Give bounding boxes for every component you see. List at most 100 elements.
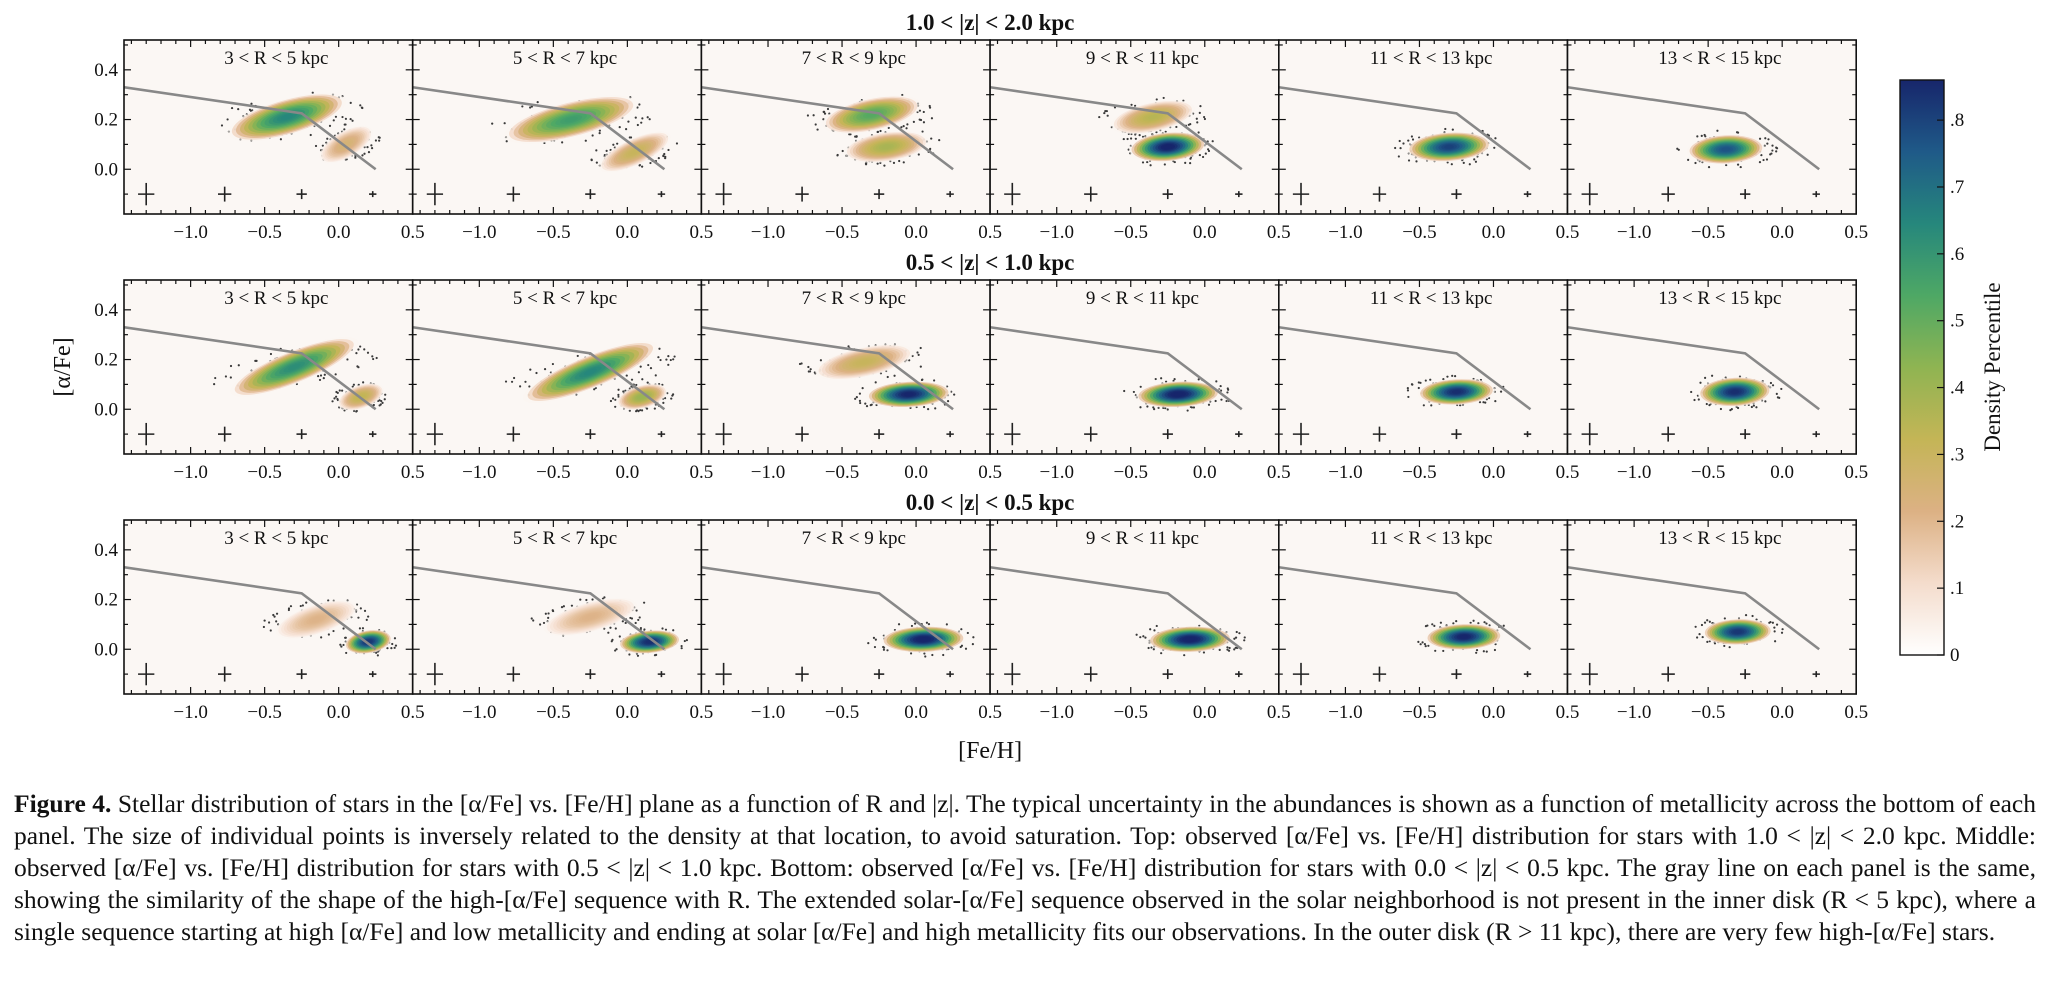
- x-tick-label: 0.5: [1556, 702, 1580, 723]
- scatter-point: [1769, 381, 1773, 385]
- x-tick-label: −0.5: [247, 462, 281, 483]
- scatter-point: [1195, 117, 1198, 120]
- scatter-point: [1175, 125, 1178, 129]
- scatter-point: [334, 373, 337, 376]
- scatter-point: [229, 364, 233, 368]
- scatter-point: [1439, 621, 1442, 624]
- scatter-point: [638, 164, 641, 167]
- scatter-point: [673, 355, 676, 358]
- scatter-point: [874, 381, 877, 384]
- error-bars: [138, 422, 377, 446]
- scatter-point: [1499, 390, 1503, 393]
- scatter-point: [1701, 635, 1704, 639]
- density-contour: [1733, 629, 1743, 634]
- error-bars: [426, 182, 666, 206]
- scatter-point: [561, 141, 564, 144]
- scatter-point: [1486, 153, 1489, 156]
- scatter-point: [1198, 153, 1201, 157]
- scatter-point: [859, 401, 862, 405]
- scatter-point: [372, 357, 375, 361]
- scatter-point: [807, 370, 810, 373]
- y-tick-label: 0.4: [94, 300, 118, 321]
- x-tick-label: −1.0: [1328, 702, 1362, 723]
- reference-line: [701, 325, 954, 411]
- scatter-point: [383, 398, 386, 401]
- scatter-point: [1708, 620, 1711, 623]
- error-bars: [138, 662, 377, 686]
- labels-layer: 1.0 < |z| < 2.0 kpc 0.5 < |z| < 1.0 kpc 0.…: [50, 10, 1074, 764]
- scatter-point: [1103, 111, 1106, 115]
- density-contour: [630, 149, 640, 155]
- x-tick-label: −1.0: [462, 222, 496, 243]
- panel-background: [1567, 520, 1857, 694]
- error-bars: [426, 662, 666, 686]
- density-blob: [844, 130, 929, 163]
- density-layer: [412, 325, 676, 446]
- scatter-point: [960, 628, 963, 631]
- scatter-point: [1406, 389, 1410, 392]
- x-tick-label: 0.0: [1482, 222, 1506, 243]
- scatter-point: [366, 145, 369, 149]
- scatter-point: [1189, 157, 1192, 160]
- panel-title: 7 < R < 9 kpc: [802, 288, 906, 309]
- density-contour: [858, 359, 870, 365]
- scatter-point: [640, 121, 643, 124]
- reference-line: [124, 85, 377, 171]
- ticks: [412, 40, 703, 214]
- scatter-point: [345, 651, 348, 655]
- panel-title: 11 < R < 13 kpc: [1370, 288, 1493, 309]
- scatter-point: [263, 619, 266, 622]
- scatter-point: [1454, 375, 1457, 378]
- scatter-point: [289, 605, 293, 608]
- scatter-point: [1711, 374, 1714, 377]
- scatter-point: [378, 136, 381, 139]
- scatter-point: [535, 371, 538, 375]
- figure-grid: 3 < R < 5 kpc−1.0 −0.5 0.00.00.20.45 < R <…: [50, 10, 2005, 764]
- scatter-point: [314, 144, 318, 148]
- panel-background: [1278, 520, 1568, 694]
- x-tick-label: −1.0: [1617, 222, 1651, 243]
- scatter-point: [1704, 135, 1707, 138]
- scatter-point: [542, 621, 546, 625]
- panel-title: 3 < R < 5 kpc: [224, 528, 328, 549]
- reference-line: [990, 325, 1243, 411]
- scatter-point: [491, 122, 494, 125]
- scatter-point: [510, 380, 514, 383]
- scatter-point: [854, 397, 857, 400]
- scatter-point: [299, 604, 302, 608]
- scatter-point: [1220, 398, 1223, 401]
- scatter-point: [536, 101, 539, 104]
- scatter-point: [237, 364, 240, 367]
- x-tick-label: −1.0: [173, 222, 207, 243]
- scatter-point: [269, 629, 272, 632]
- scatter-point: [1781, 628, 1784, 631]
- scatter-point: [579, 598, 582, 601]
- scatter-point: [1149, 164, 1152, 167]
- panel-r2-c2: 7 < R < 9 kpc −1.0 −0.5 0.0 0.5: [690, 519, 991, 723]
- scatter-point: [919, 365, 922, 368]
- scatter-point: [614, 649, 617, 652]
- x-tick-label: 0.0: [1770, 222, 1794, 243]
- scatter-point: [237, 108, 240, 111]
- density-layer: [701, 565, 975, 686]
- panels-layer: 3 < R < 5 kpc −1.0 −0.5 0.0 0.0 0.2 0.4 5 < R <…: [94, 39, 1868, 723]
- x-tick-label: −0.5: [1402, 462, 1436, 483]
- x-tick-label: −0.5: [247, 702, 281, 723]
- scatter-point: [1155, 624, 1158, 628]
- scatter-point: [809, 368, 812, 371]
- reference-line: [990, 565, 1243, 651]
- density-blob: [598, 131, 671, 173]
- scatter-point: [309, 133, 312, 137]
- panel-r1-c4: 11 < R < 13 kpc −1.0 −0.5 0.0 0.5: [1267, 279, 1569, 483]
- scatter-point: [355, 352, 358, 355]
- scatter-point: [334, 115, 338, 118]
- ticks: [1567, 520, 1857, 694]
- scatter-point: [916, 351, 919, 354]
- scatter-point: [923, 652, 926, 655]
- scatter-point: [355, 409, 358, 413]
- scatter-point: [374, 139, 378, 142]
- scatter-point: [1135, 633, 1138, 636]
- scatter-point: [1226, 646, 1229, 649]
- scatter-point: [1775, 623, 1779, 626]
- scatter-point: [638, 103, 641, 106]
